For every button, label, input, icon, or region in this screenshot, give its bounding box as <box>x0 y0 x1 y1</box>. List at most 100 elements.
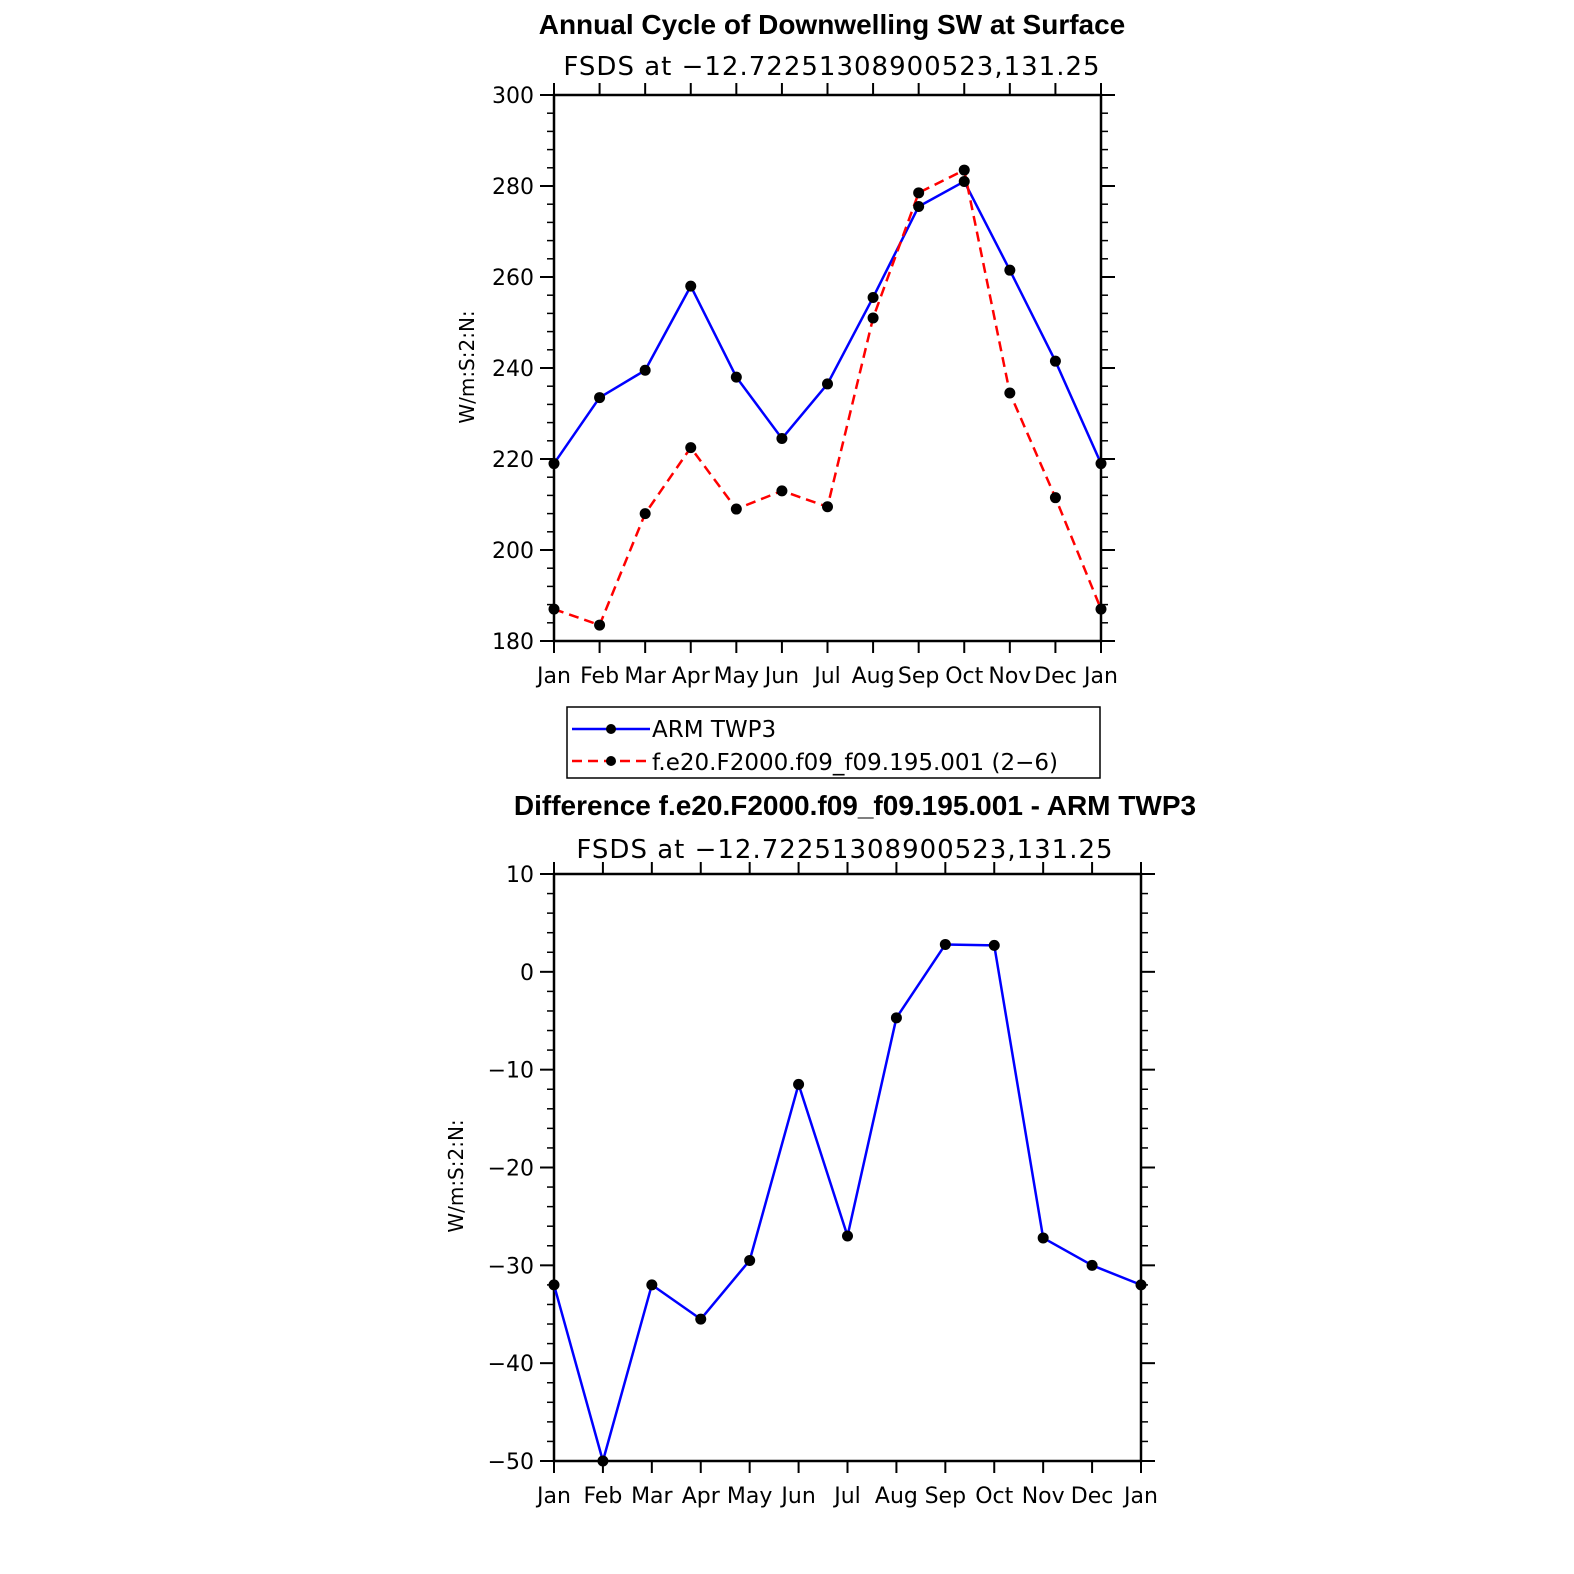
bottom-chart-x-tick-label: Jan <box>535 1484 571 1509</box>
top-chart-x-tick-label: Sep <box>898 664 939 689</box>
top-chart-series-1-point <box>730 503 742 515</box>
bottom-chart-series-0-point <box>1086 1259 1098 1271</box>
top-chart-subtitle: FSDS at −12.72251308900523,131.25 <box>563 52 1100 82</box>
bottom-chart-series-0-point <box>1135 1279 1147 1291</box>
bottom-chart-x-tick-label: Nov <box>1022 1484 1065 1509</box>
top-chart-series-1-point <box>776 485 788 497</box>
bottom-chart-subtitle: FSDS at −12.72251308900523,131.25 <box>576 835 1113 865</box>
bottom-chart-y-tick-label: 10 <box>506 863 534 888</box>
bottom-chart-frame <box>552 872 1143 1463</box>
top-chart-series-1-point <box>1004 387 1016 399</box>
bottom-chart-x-tick-label: Apr <box>682 1484 721 1509</box>
top-chart-x-tick-label: Nov <box>988 664 1031 689</box>
top-chart-x-tick-label: Jan <box>1082 664 1118 689</box>
top-chart-series-0-point <box>776 433 788 445</box>
legend-marker-model <box>606 756 616 766</box>
top-chart-x-tick-label: May <box>714 664 759 689</box>
bottom-chart-x-ticks: Jan Feb Mar Apr May Jun Jul Aug Sep Oct Nov Dec Jan <box>535 862 1158 1509</box>
bottom-chart-series-0-line <box>552 943 1142 1463</box>
top-chart-x-tick-label: Jan <box>535 664 571 689</box>
legend-marker-arm <box>606 724 616 734</box>
bottom-chart-y-tick-label: −10 <box>488 1059 534 1084</box>
bottom-chart-series-0-point <box>939 938 951 950</box>
top-chart-series-0-point <box>594 392 606 404</box>
top-chart-title: Annual Cycle of Downwelling SW at Surfac… <box>539 9 1126 40</box>
top-chart-series-1-point <box>594 619 606 631</box>
top-chart-y-tick-label: 220 <box>492 448 534 473</box>
top-chart-series-1-point <box>1049 492 1061 504</box>
bottom-chart-x-tick-label: May <box>727 1484 772 1509</box>
bottom-chart-x-tick-label: Dec <box>1071 1484 1114 1509</box>
top-chart-series-1-point <box>548 603 560 615</box>
bottom-chart-x-tick-label: Mar <box>631 1484 673 1509</box>
top-chart-x-tick-label: Dec <box>1034 664 1077 689</box>
legend-label-arm: ARM TWP3 <box>652 717 776 743</box>
top-chart-x-tick-label: Aug <box>852 664 895 689</box>
top-chart-series-0-point <box>867 291 879 303</box>
top-chart-y-tick-label: 180 <box>492 630 534 655</box>
bottom-chart-series-0-point <box>890 1012 902 1024</box>
bottom-chart-y-tick-label: 0 <box>520 961 534 986</box>
top-chart-frame <box>552 93 1103 643</box>
bottom-chart-x-tick-label: Jun <box>779 1484 815 1509</box>
bottom-chart-series-0-point <box>646 1279 658 1291</box>
top-chart-y-tick-label: 300 <box>492 84 534 109</box>
top-chart-series-1-point <box>867 312 879 324</box>
top-chart-x-tick-label: Apr <box>672 664 711 689</box>
bottom-chart-y-tick-label: −50 <box>488 1450 534 1475</box>
top-chart-series-1-line <box>553 168 1103 627</box>
top-chart-x-tick-label: Feb <box>580 664 619 689</box>
top-chart-series-0-point <box>548 458 560 470</box>
bottom-chart-y-ticks: −50 −40 −30 −20 −10 0 10 <box>488 863 1155 1475</box>
top-chart-y-tick-label: 200 <box>492 539 534 564</box>
top-chart-series-0-point <box>822 378 833 390</box>
bottom-chart-y-tick-label: −40 <box>488 1352 534 1377</box>
top-chart-x-ticks: Jan Feb Mar Apr May Jun Jul Aug Sep Oct Nov Dec Jan <box>535 83 1118 689</box>
top-chart-x-tick-label: Jul <box>812 664 841 689</box>
bottom-chart-ylabel: W/m:S:2:N: <box>444 1119 468 1232</box>
top-chart-ylabel: W/m:S:2:N: <box>455 310 479 423</box>
top-chart-y-tick-label: 260 <box>492 266 534 291</box>
bottom-chart-x-tick-label: Sep <box>925 1484 966 1509</box>
top-chart-series-1-point <box>1095 603 1107 615</box>
bottom-chart-x-tick-label: Jan <box>1122 1484 1158 1509</box>
top-chart-x-tick-label: Mar <box>624 664 666 689</box>
bottom-chart-y-tick-label: −20 <box>488 1157 534 1182</box>
top-chart-y-tick-label: 240 <box>492 357 534 382</box>
bottom-chart-series-0-point <box>597 1455 609 1467</box>
top-chart-series-1-point <box>958 164 970 176</box>
bottom-chart-series-0-point <box>695 1313 707 1325</box>
top-chart-series-0-point <box>685 280 697 292</box>
bottom-chart-series-0-point <box>1037 1232 1049 1244</box>
top-chart-y-ticks: 180 200 220 240 260 280 300 <box>492 84 1115 655</box>
top-chart-series-0-point <box>639 364 651 376</box>
legend: ARM TWP3 f.e20.F2000.f09_f09.195.001 (2−… <box>566 706 1101 779</box>
bottom-chart-series-0-point <box>988 939 1000 951</box>
top-chart-series-1-point <box>685 442 697 454</box>
bottom-chart-y-tick-label: −30 <box>488 1254 534 1279</box>
top-chart-series-0-point <box>1095 458 1107 470</box>
bottom-chart-series-0-point <box>548 1279 560 1291</box>
legend-box <box>566 706 1101 779</box>
top-chart-series-0-point <box>730 371 742 383</box>
bottom-chart-plot: Jan Feb Mar Apr May Jun Jul Aug Sep Oct Nov Dec Jan−… <box>488 862 1158 1509</box>
top-chart-series-0-point <box>1049 355 1061 367</box>
top-chart-series-1-point <box>913 187 925 199</box>
legend-label-model: f.e20.F2000.f09_f09.195.001 (2−6) <box>652 750 1058 776</box>
top-chart-x-tick-label: Oct <box>945 664 983 689</box>
top-chart-series-0-point <box>913 200 925 212</box>
bottom-chart-x-tick-label: Feb <box>583 1484 622 1509</box>
bottom-chart-x-tick-label: Aug <box>875 1484 918 1509</box>
bottom-chart-series-0-point <box>842 1230 853 1242</box>
top-chart-x-tick-label: Jun <box>763 664 799 689</box>
bottom-chart-series-0-point <box>744 1254 756 1266</box>
top-chart-plot: Jan Feb Mar Apr May Jun Jul Aug Sep Oct Nov Dec Jan1… <box>492 83 1118 689</box>
top-chart-series-0-line <box>552 180 1103 465</box>
top-chart-y-tick-label: 280 <box>492 175 534 200</box>
top-chart-series-1-point <box>639 508 651 520</box>
top-chart-series-1-point <box>822 501 833 513</box>
bottom-chart-x-tick-label: Oct <box>975 1484 1013 1509</box>
bottom-chart-title: Difference f.e20.F2000.f09_f09.195.001 -… <box>514 790 1196 821</box>
top-chart-series-0-point <box>958 175 970 187</box>
